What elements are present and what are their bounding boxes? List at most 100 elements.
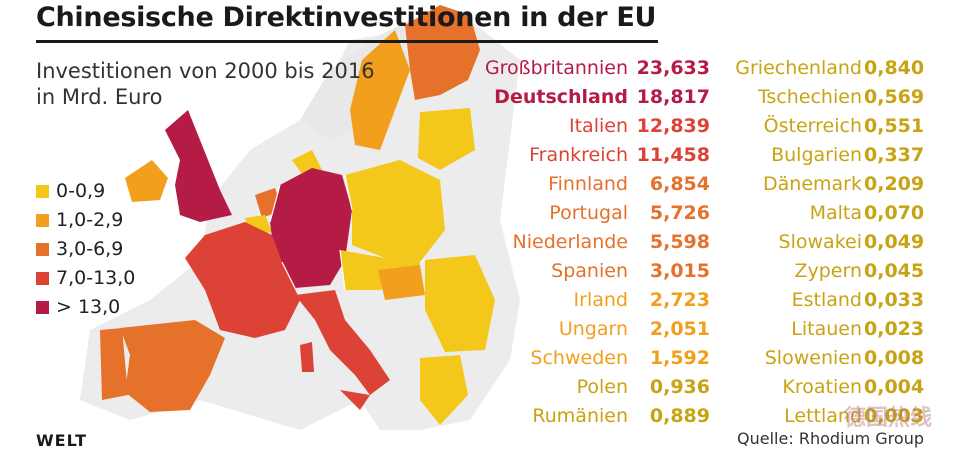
country-row: Slowakei 0,049: [712, 230, 925, 259]
country-name: Großbritannien: [484, 57, 628, 79]
country-value: 5,726: [649, 202, 710, 224]
country-value: 0,569: [864, 86, 925, 108]
subtitle-line-1: Investitionen von 2000 bis 2016: [36, 59, 375, 83]
country-value: 0,551: [864, 115, 925, 137]
country-row: Spanien 3,015: [470, 259, 710, 288]
country-value: 6,854: [649, 173, 710, 195]
country-row: Lettland 0,003: [712, 404, 925, 433]
country-value: 18,817: [636, 86, 710, 108]
country-value: 0,070: [864, 202, 925, 224]
legend-label: 3,0-6,9: [56, 238, 124, 260]
country-value: 2,723: [649, 289, 710, 311]
country-value: 0,045: [864, 260, 925, 282]
country-row: Slowenien 0,008: [712, 346, 925, 375]
title-rule: [36, 40, 658, 43]
legend-swatch: [36, 301, 49, 314]
country-value: 0,889: [649, 405, 710, 427]
country-row: Finnland 6,854: [470, 172, 710, 201]
country-name: Italien: [569, 115, 628, 137]
country-name: Österreich: [763, 115, 862, 137]
legend-swatch: [36, 272, 49, 285]
region-sweden: [350, 30, 410, 150]
region-germany: [270, 168, 352, 288]
country-value: 0,049: [864, 231, 925, 253]
region-uk: [165, 110, 232, 222]
region-romania-bulgaria: [425, 255, 495, 352]
country-row: Großbritannien 23,633: [470, 56, 710, 85]
legend-label: 1,0-2,9: [56, 209, 124, 231]
country-name: Dänemark: [763, 173, 862, 195]
country-row: Kroatien 0,004: [712, 375, 925, 404]
legend-swatch: [36, 214, 49, 227]
country-name: Griechenland: [735, 57, 862, 79]
country-row: Bulgarien 0,337: [712, 143, 925, 172]
country-name: Malta: [809, 202, 862, 224]
watermark: 德国热线: [843, 406, 932, 431]
country-value: 0,003: [864, 405, 925, 427]
country-value: 1,592: [649, 347, 710, 369]
country-name: Rumänien: [532, 405, 628, 427]
country-value: 12,839: [636, 115, 710, 137]
legend-label: 0-0,9: [56, 180, 106, 202]
country-name: Polen: [576, 376, 628, 398]
subtitle: Investitionen von 2000 bis 2016 in Mrd. …: [36, 58, 375, 110]
country-value: 2,051: [649, 318, 710, 340]
country-name: Finnland: [548, 173, 628, 195]
country-name: Spanien: [551, 260, 628, 282]
country-value: 0,840: [864, 57, 925, 79]
country-row: Irland 2,723: [470, 288, 710, 317]
country-value: 11,458: [636, 144, 710, 166]
country-name: Bulgarien: [771, 144, 862, 166]
legend-label: > 13,0: [56, 296, 121, 318]
country-row: Dänemark 0,209: [712, 172, 924, 201]
legend-label: 7,0-13,0: [56, 267, 136, 289]
region-italy: [295, 290, 390, 395]
country-row: Deutschland 18,817: [470, 85, 710, 114]
country-value: 0,033: [864, 289, 925, 311]
country-row: Österreich 0,551: [712, 114, 925, 143]
country-row: Portugal 5,726: [470, 201, 710, 230]
country-row: Tschechien 0,569: [712, 85, 925, 114]
country-name: Irland: [573, 289, 628, 311]
region-hungary: [378, 265, 425, 300]
region-poland: [345, 160, 445, 262]
country-value: 23,633: [636, 57, 710, 79]
subtitle-line-2: in Mrd. Euro: [36, 85, 163, 109]
country-row: Malta 0,070: [712, 201, 925, 230]
country-name: Zypern: [794, 260, 862, 282]
country-name: Tschechien: [757, 86, 862, 108]
country-value: 0,936: [649, 376, 710, 398]
country-value: 0,004: [864, 376, 925, 398]
country-name: Schweden: [530, 347, 628, 369]
country-name: Estland: [791, 289, 862, 311]
country-row: Frankreich 11,458: [470, 143, 710, 172]
region-portugal: [100, 328, 128, 400]
country-value: 0,337: [864, 144, 925, 166]
country-name: Frankreich: [529, 144, 628, 166]
country-name: Deutschland: [494, 86, 628, 108]
region-sicily: [340, 390, 370, 410]
country-value: 5,598: [649, 231, 710, 253]
region-baltics: [418, 108, 475, 170]
brand-logo: WELT: [36, 431, 88, 450]
country-value: 0,008: [864, 347, 925, 369]
country-value: 0,023: [864, 318, 925, 340]
source-note: Quelle: Rhodium Group: [737, 429, 924, 448]
country-name: Litauen: [791, 318, 862, 340]
country-row: Rumänien 0,889: [470, 404, 710, 433]
borders: [269, 174, 426, 291]
country-row: Polen 0,936: [470, 375, 710, 404]
country-row: Estland 0,033: [712, 288, 925, 317]
region-finland: [405, 5, 480, 100]
country-name: Slowenien: [764, 347, 862, 369]
country-value: 3,015: [649, 260, 710, 282]
country-name: Ungarn: [558, 318, 628, 340]
legend-swatch: [36, 185, 49, 198]
legend-swatch: [36, 243, 49, 256]
country-row: Zypern 0,045: [712, 259, 925, 288]
country-name: Portugal: [549, 202, 628, 224]
region-spain: [120, 320, 225, 412]
country-name: Kroatien: [782, 376, 862, 398]
country-row: Litauen 0,023: [712, 317, 925, 346]
